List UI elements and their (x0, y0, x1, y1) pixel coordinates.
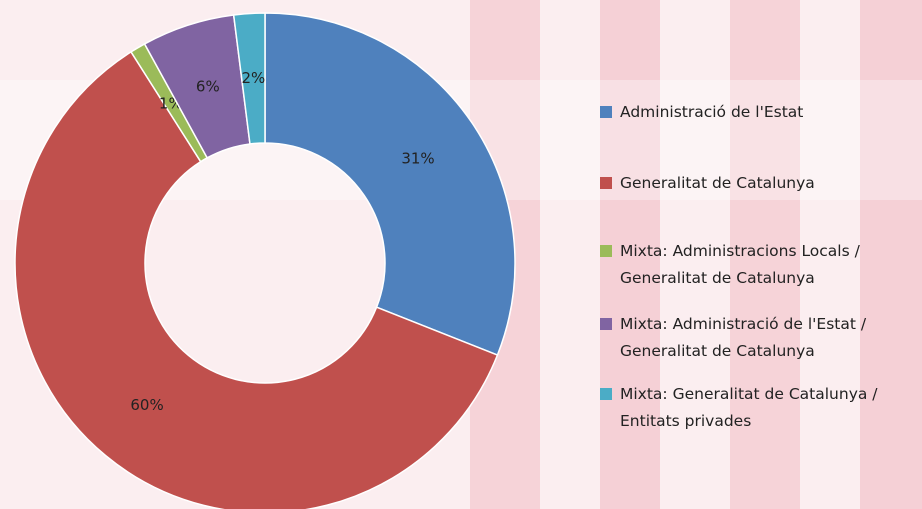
background-stripe (860, 0, 922, 509)
legend-label: Administració de l'Estat (620, 103, 804, 121)
legend-label: Mixta: Administracions Locals / Generali… (620, 242, 860, 287)
legend-label: Generalitat de Catalunya (620, 174, 815, 192)
legend-swatch (600, 318, 612, 330)
legend-swatch (600, 245, 612, 257)
legend-swatch (600, 106, 612, 118)
legend-swatch (600, 388, 612, 400)
legend-item: Administració de l'Estat (600, 99, 915, 126)
data-label: 31% (401, 150, 434, 168)
legend-swatch (600, 177, 612, 189)
legend-label: Mixta: Generalitat de Catalunya / Entita… (620, 385, 878, 430)
legend-label: Mixta: Administració de l'Estat / Genera… (620, 315, 867, 360)
donut-slice (264, 12, 516, 357)
data-label: 60% (130, 396, 163, 414)
legend-item: Mixta: Generalitat de Catalunya / Entita… (600, 381, 915, 435)
donut-slice (14, 50, 499, 509)
data-label: 2% (241, 69, 265, 87)
legend-item: Mixta: Administració de l'Estat / Genera… (600, 311, 915, 365)
legend-item: Mixta: Administracions Locals / Generali… (600, 238, 915, 292)
data-label: 6% (196, 78, 220, 96)
background-stripe (730, 0, 800, 509)
donut-slice (232, 12, 266, 145)
legend-item: Generalitat de Catalunya (600, 170, 915, 197)
